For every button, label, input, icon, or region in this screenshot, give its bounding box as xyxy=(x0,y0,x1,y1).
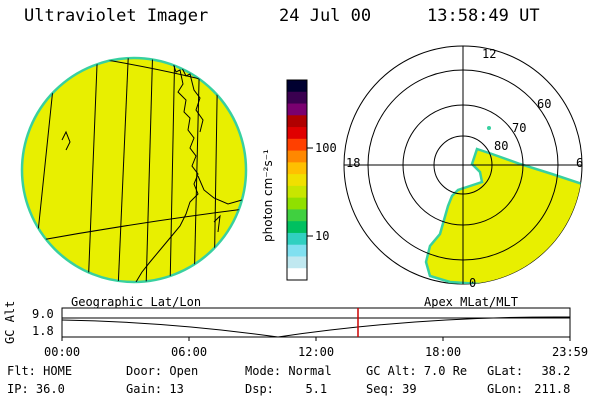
dsp-value: 5.1 xyxy=(305,382,328,396)
polar-emission-region xyxy=(424,147,582,284)
mlt-label-0: 0 xyxy=(469,276,477,290)
time-label: 13:58:49 UT xyxy=(427,6,540,26)
altitude-curve xyxy=(61,316,571,338)
gain-status: Gain: 13 xyxy=(126,382,184,396)
colorbar-segment xyxy=(287,162,307,175)
geo-panel-label: Geographic Lat/Lon xyxy=(71,295,202,309)
colorbar-segment xyxy=(287,115,307,128)
ip-status: IP: 36.0 xyxy=(7,382,65,396)
timeline-tick-0000: 00:00 xyxy=(44,345,81,359)
colorbar-segment xyxy=(287,256,307,269)
glat-status: GLat: 38.2 xyxy=(487,364,571,378)
timeline-frame xyxy=(61,307,571,338)
flt-status: Flt: HOME xyxy=(7,364,73,378)
mlat-label-70: 70 xyxy=(512,121,527,135)
polar-emission-spot xyxy=(487,126,491,130)
glon-status: GLon: 211.8 xyxy=(487,382,571,396)
timeline-y-min: 1.8 xyxy=(32,324,54,338)
colorbar-segment xyxy=(287,91,307,105)
polar-grid xyxy=(344,46,582,284)
colorbar-segment xyxy=(287,80,307,93)
mode-status: Mode: Normal xyxy=(245,364,332,378)
timeline-tick-1800: 18:00 xyxy=(425,345,462,359)
flt-value: HOME xyxy=(43,364,73,378)
seq-status: Seq: 39 xyxy=(366,382,417,396)
colorbar-segment xyxy=(287,221,307,234)
seq-value: 39 xyxy=(402,382,417,396)
timeline-y-axis-label: GC Alt xyxy=(3,300,17,344)
colorbar-segment xyxy=(287,138,307,152)
altitude-timeline xyxy=(61,307,571,341)
timeline-y-max: 9.0 xyxy=(32,307,54,321)
geographic-image-panel xyxy=(20,56,248,284)
ip-value: 36.0 xyxy=(35,382,65,396)
colorbar-segment xyxy=(287,150,307,163)
colorbar-segment xyxy=(287,174,307,187)
colorbar-segment xyxy=(287,197,307,210)
colorbar-segment xyxy=(287,103,307,116)
mlat-label-60: 60 xyxy=(537,97,552,111)
glat-value: 38.2 xyxy=(541,364,571,378)
glon-value: 211.8 xyxy=(534,382,571,396)
colorbar-segment xyxy=(287,244,307,257)
mlt-label-18: 18 xyxy=(346,156,361,170)
colorbar-frame xyxy=(286,79,308,281)
door-status: Door: Open xyxy=(126,364,199,378)
colorbar-segment xyxy=(287,127,307,140)
colorbar-segment xyxy=(287,232,307,246)
timeline-tick-1200: 12:00 xyxy=(298,345,335,359)
colorbar-tick-100: 100 xyxy=(315,141,337,155)
date-label: 24 Jul 00 xyxy=(279,6,372,26)
app-title: Ultraviolet Imager xyxy=(24,6,209,26)
mlt-label-6: 6 xyxy=(576,156,584,170)
mlat-label-80: 80 xyxy=(494,139,509,153)
colorbar-segment xyxy=(287,209,307,222)
mlt-label-12: 12 xyxy=(482,47,497,61)
polar-image-panel xyxy=(343,45,583,285)
mode-value: Normal xyxy=(288,364,332,378)
timeline-tick-0600: 06:00 xyxy=(171,345,208,359)
gain-value: 13 xyxy=(169,382,184,396)
colorbar-segment xyxy=(287,185,307,199)
timeline-tick-2359: 23:59 xyxy=(552,345,589,359)
dsp-status: Dsp: 5.1 xyxy=(245,382,328,396)
polar-panel-label: Apex MLat/MLT xyxy=(424,295,518,309)
gcalt-status: GC Alt: 7.0 Re xyxy=(366,364,468,378)
geo-coastline xyxy=(61,59,243,282)
gcalt-value: 7.0 Re xyxy=(423,364,468,378)
geo-earth-disk xyxy=(20,56,248,284)
colorbar-unit-label: photon cm⁻²s⁻¹ xyxy=(261,149,275,242)
color-scale-bar xyxy=(286,79,308,281)
colorbar-segment xyxy=(287,268,307,281)
colorbar-tick-10: 10 xyxy=(315,229,330,243)
door-value: Open xyxy=(169,364,199,378)
